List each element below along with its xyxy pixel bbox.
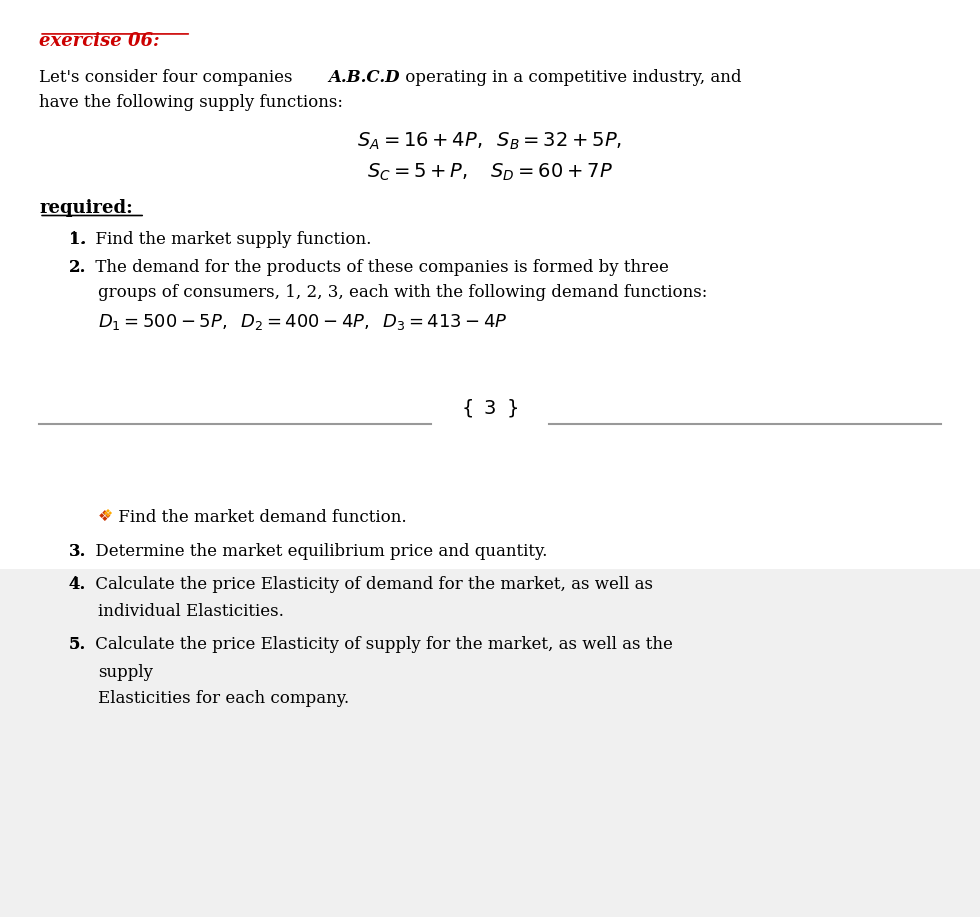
- Text: supply: supply: [98, 664, 153, 681]
- Text: $D_1 = 500-5P, \;\; D_2 = 400-4P, \;\; D_3 = 413-4P$: $D_1 = 500-5P, \;\; D_2 = 400-4P, \;\; D…: [98, 312, 508, 332]
- Text: operating in a competitive industry, and: operating in a competitive industry, and: [400, 69, 741, 86]
- Text: $S_A = 16+4P, \;\; S_B = 32+5P,$: $S_A = 16+4P, \;\; S_B = 32+5P,$: [358, 130, 622, 151]
- Text: exercise 06:: exercise 06:: [39, 32, 160, 50]
- Text: 1.: 1.: [69, 231, 86, 249]
- Text: 4.  Calculate the price Elasticity of demand for the market, as well as: 4. Calculate the price Elasticity of dem…: [69, 576, 653, 593]
- Text: 3.: 3.: [69, 543, 86, 560]
- Text: 3.  Determine the market equilibrium price and quantity.: 3. Determine the market equilibrium pric…: [69, 543, 547, 560]
- Text: Let's consider four companies: Let's consider four companies: [39, 69, 298, 86]
- Text: 5.  Calculate the price Elasticity of supply for the market, as well as the: 5. Calculate the price Elasticity of sup…: [69, 636, 672, 654]
- Text: 2.: 2.: [69, 259, 86, 276]
- Text: $S_C = 5+P, \quad S_D = 60+7P$: $S_C = 5+P, \quad S_D = 60+7P$: [368, 161, 612, 182]
- Text: 4.: 4.: [69, 576, 86, 593]
- Text: ❖: ❖: [102, 509, 112, 519]
- Text: individual Elasticities.: individual Elasticities.: [98, 603, 284, 621]
- FancyBboxPatch shape: [0, 569, 980, 917]
- Text: groups of consumers, 1, 2, 3, each with the following demand functions:: groups of consumers, 1, 2, 3, each with …: [98, 284, 708, 302]
- Text: ❖: ❖: [98, 509, 112, 524]
- Text: have the following supply functions:: have the following supply functions:: [39, 94, 343, 111]
- Text: 5.: 5.: [69, 636, 86, 654]
- Text: Elasticities for each company.: Elasticities for each company.: [98, 690, 349, 707]
- Text: 2.  The demand for the products of these companies is formed by three: 2. The demand for the products of these …: [69, 259, 668, 276]
- Text: required:: required:: [39, 199, 133, 217]
- Text: Find the market demand function.: Find the market demand function.: [113, 509, 407, 526]
- Text: 1.  Find the market supply function.: 1. Find the market supply function.: [69, 231, 371, 249]
- Text: A.B.C.D: A.B.C.D: [328, 69, 400, 86]
- Text: $\left\{\;\; 3 \;\;\right\}$: $\left\{\;\; 3 \;\;\right\}$: [461, 397, 519, 419]
